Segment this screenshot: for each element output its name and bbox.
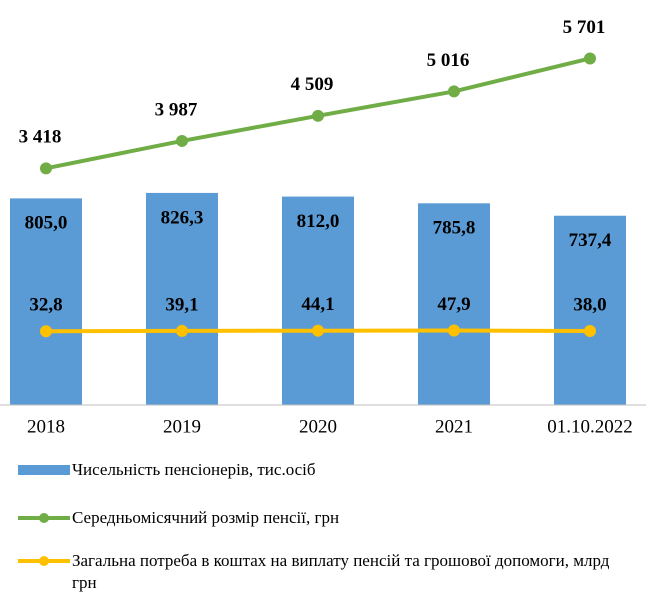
bar <box>146 192 218 405</box>
data-label: 3 418 <box>19 127 62 148</box>
point <box>176 134 188 147</box>
data-label: 39,1 <box>165 294 198 315</box>
x-tick-label: 2020 <box>299 416 337 437</box>
point <box>40 162 52 175</box>
bar <box>10 198 82 405</box>
point <box>176 324 188 337</box>
point <box>584 52 596 65</box>
x-tick-label: 2021 <box>435 416 473 437</box>
legend-marker <box>39 556 49 566</box>
x-tick-label: 2019 <box>163 416 201 437</box>
x-tick-label: 2018 <box>27 416 65 437</box>
data-label: 826,3 <box>161 207 204 228</box>
data-label: 44,1 <box>301 294 334 315</box>
legend-label: Чисельність пенсіонерів, тис.осіб <box>72 460 316 479</box>
data-label: 32,8 <box>29 295 62 316</box>
data-label: 5 016 <box>427 50 470 71</box>
data-label: 737,4 <box>569 230 612 251</box>
point <box>312 109 324 122</box>
legend-swatch <box>18 465 70 475</box>
bar <box>418 203 490 405</box>
bar <box>554 215 626 405</box>
point <box>312 324 324 337</box>
data-label: 47,9 <box>437 294 470 315</box>
point <box>584 324 596 337</box>
legend-marker <box>39 513 49 523</box>
data-label: 785,8 <box>433 218 476 239</box>
data-label: 5 701 <box>563 17 606 38</box>
data-label: 38,0 <box>573 294 606 315</box>
x-tick-label: 01.10.2022 <box>547 416 633 437</box>
bar <box>282 196 354 405</box>
data-label: 805,0 <box>25 213 68 234</box>
point <box>40 325 52 338</box>
legend-label: Середньомісячний розмір пенсії, грн <box>72 508 340 527</box>
point <box>448 324 460 337</box>
data-label: 4 509 <box>291 74 334 95</box>
data-label: 812,0 <box>297 211 340 232</box>
point <box>448 85 460 98</box>
legend-label: Загальна потреба в коштах на виплату пен… <box>72 551 610 592</box>
data-label: 3 987 <box>155 99 198 120</box>
